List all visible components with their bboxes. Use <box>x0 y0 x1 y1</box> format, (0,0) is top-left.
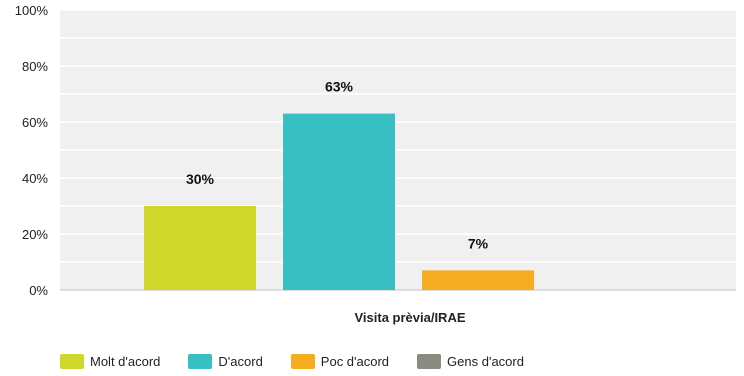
bar <box>144 206 256 290</box>
legend-swatch <box>417 354 442 369</box>
legend-item: Molt d'acord <box>60 354 160 369</box>
y-tick-label: 0% <box>29 283 48 298</box>
legend-label: Poc d'acord <box>320 354 390 369</box>
legend-label: D'acord <box>218 354 263 369</box>
bar-value-label: 63% <box>325 79 354 95</box>
legend: Molt d'acord D'acord Poc d'acord Gens d'aco… <box>60 354 552 369</box>
legend-swatch <box>60 354 84 369</box>
legend-swatch <box>188 354 213 369</box>
legend-label: Molt d'acord <box>90 354 161 369</box>
bar <box>283 113 395 290</box>
legend-item: Gens d'acord <box>417 354 524 369</box>
legend-item: D'acord <box>188 354 263 369</box>
legend-item: Poc d'acord <box>290 354 390 369</box>
bar <box>422 270 534 290</box>
legend-label: Gens d'acord <box>447 354 524 369</box>
y-tick-label: 40% <box>22 171 48 186</box>
x-category-label: Visita prèvia/IRAE <box>354 310 465 325</box>
legend-swatch <box>290 354 315 369</box>
y-tick-label: 20% <box>22 227 48 242</box>
y-tick-label: 80% <box>22 59 48 74</box>
bar-value-label: 30% <box>186 171 215 187</box>
y-tick-label: 100% <box>15 3 49 18</box>
bar-value-labels: 30% 63% 7% <box>186 79 489 252</box>
bar-value-label: 7% <box>468 235 489 251</box>
bars <box>144 113 534 290</box>
y-axis-ticks: 0% 20% 40% 60% 80% 100% <box>15 3 49 298</box>
y-tick-label: 60% <box>22 115 48 130</box>
